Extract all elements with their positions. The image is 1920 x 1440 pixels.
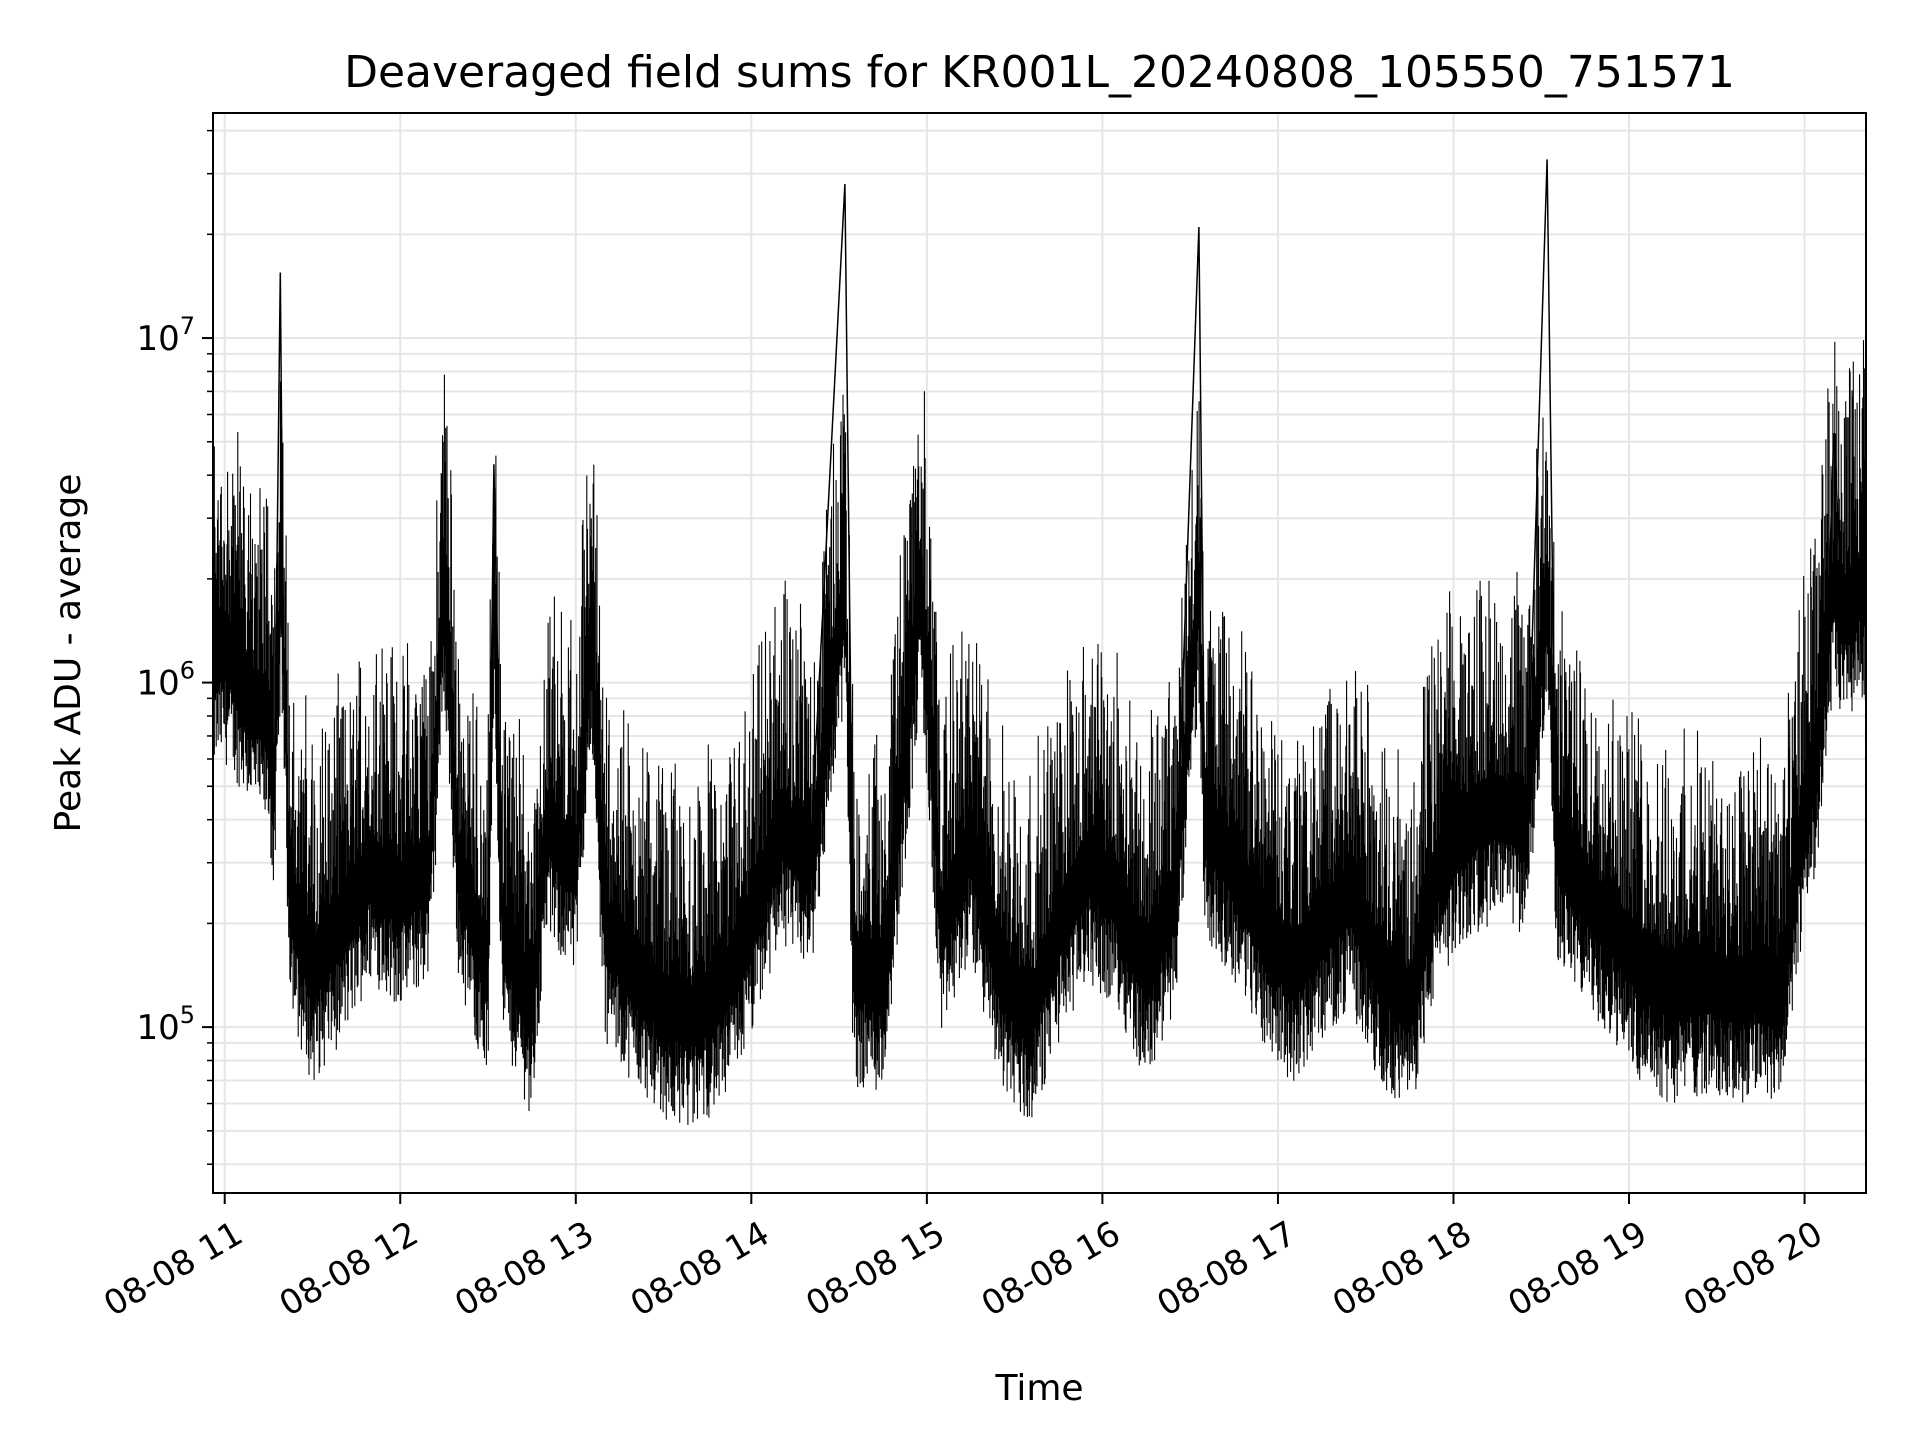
y-axis-ticks: 105 106 107 bbox=[136, 129, 213, 1165]
y-axis-label: Peak ADU - average bbox=[48, 474, 89, 833]
y-tick-label: 106 bbox=[136, 657, 195, 704]
y-tick-label: 107 bbox=[136, 312, 195, 359]
chart-title: Deaveraged field sums for KR001L_2024080… bbox=[344, 47, 1735, 98]
y-tick-label: 105 bbox=[136, 1001, 195, 1048]
series-line bbox=[213, 159, 1866, 1015]
x-axis-label: Time bbox=[994, 1368, 1083, 1409]
data-series bbox=[213, 159, 1866, 1015]
plot-frame bbox=[212, 112, 1867, 1194]
